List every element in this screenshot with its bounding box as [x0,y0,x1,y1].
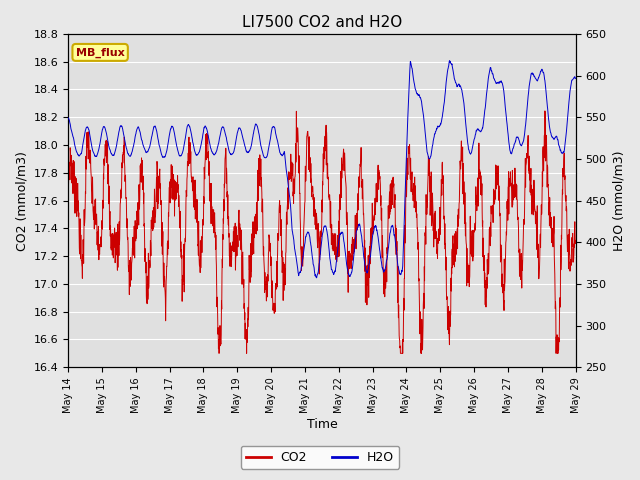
X-axis label: Time: Time [307,419,337,432]
Y-axis label: H2O (mmol/m3): H2O (mmol/m3) [612,150,625,251]
Y-axis label: CO2 (mmol/m3): CO2 (mmol/m3) [15,151,28,251]
Legend: CO2, H2O: CO2, H2O [241,446,399,469]
Text: MB_flux: MB_flux [76,47,125,58]
Title: LI7500 CO2 and H2O: LI7500 CO2 and H2O [242,15,402,30]
